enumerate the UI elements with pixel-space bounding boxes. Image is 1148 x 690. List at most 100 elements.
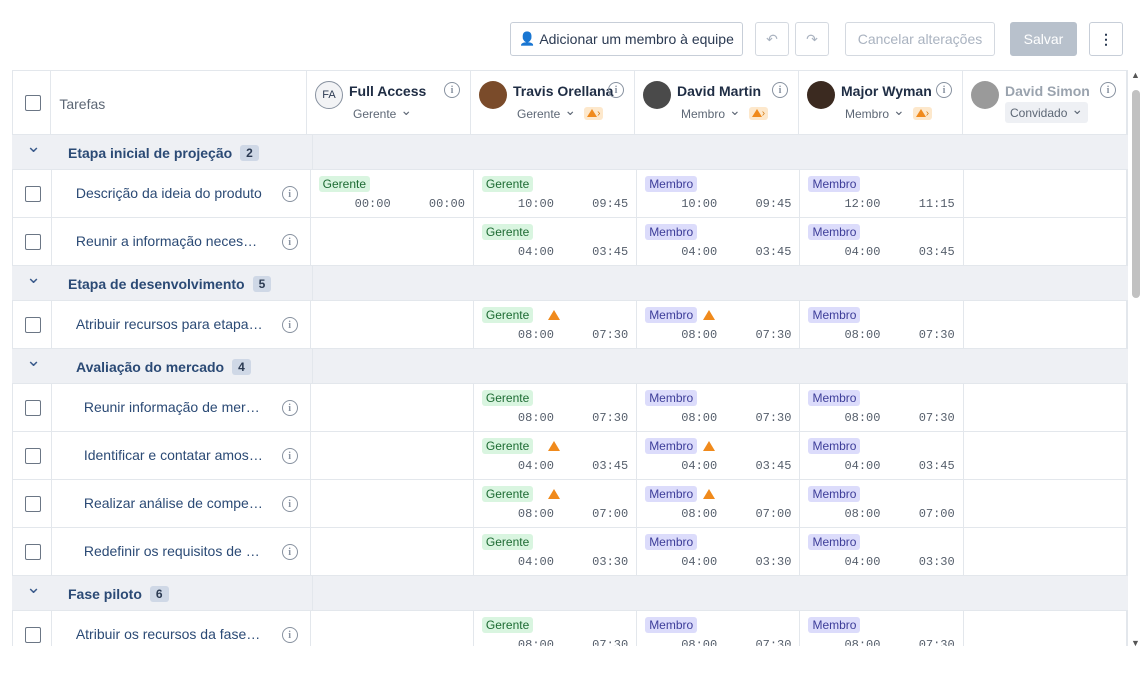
- assignment-cell[interactable]: Membro 08:00 07:30: [637, 611, 801, 646]
- task-checkbox[interactable]: [25, 399, 41, 416]
- assignment-cell[interactable]: [964, 218, 1127, 265]
- task-checkbox[interactable]: [25, 316, 41, 333]
- member-role-select[interactable]: Membro ⌄ ›: [681, 102, 769, 122]
- assignment-cell[interactable]: Gerente 04:00 03:45: [474, 432, 638, 479]
- chevron-down-icon[interactable]: ⌄: [26, 577, 42, 597]
- task-name[interactable]: Atribuir os recursos da fase p...: [75, 626, 264, 642]
- task-name[interactable]: Descrição da ideia do produto: [75, 185, 262, 201]
- task-row[interactable]: Identificar e contatar amost... i Gerente 0…: [12, 432, 1128, 480]
- task-group-row[interactable]: ⌄ Fase piloto 6: [12, 576, 1128, 611]
- assignment-cell[interactable]: [964, 170, 1127, 217]
- assignment-cell[interactable]: Membro 08:00 07:00: [637, 480, 801, 527]
- more-options-button[interactable]: ⋮: [1089, 22, 1123, 56]
- assignment-cell[interactable]: Gerente 08:00 07:30: [474, 611, 638, 646]
- info-icon[interactable]: i: [772, 82, 788, 98]
- warning-badge[interactable]: ›: [912, 107, 933, 120]
- chevron-down-icon[interactable]: ⌄: [26, 136, 42, 156]
- task-row[interactable]: Reunir informação de merc... i Gerente 08:0…: [12, 384, 1128, 432]
- task-row[interactable]: Atribuir os recursos da fase p... i Gerent…: [12, 611, 1128, 646]
- assignment-cell[interactable]: Membro 04:00 03:30: [637, 528, 801, 575]
- warning-badge[interactable]: ›: [748, 107, 769, 120]
- assignment-cell[interactable]: Membro 08:00 07:00: [800, 480, 964, 527]
- task-checkbox[interactable]: [25, 447, 41, 464]
- info-icon[interactable]: i: [281, 186, 298, 202]
- info-icon[interactable]: i: [281, 544, 298, 560]
- assignment-cell[interactable]: [311, 611, 474, 646]
- assignment-cell[interactable]: [311, 384, 474, 431]
- task-name[interactable]: Reunir a informação necessá...: [75, 233, 264, 249]
- info-icon[interactable]: i: [281, 400, 298, 416]
- info-icon[interactable]: i: [608, 82, 624, 98]
- assignment-cell[interactable]: Membro 04:00 03:45: [637, 218, 801, 265]
- assignment-cell[interactable]: Gerente 08:00 07:30: [474, 301, 638, 348]
- info-icon[interactable]: i: [281, 496, 298, 512]
- assignment-cell[interactable]: Gerente 04:00 03:30: [474, 528, 638, 575]
- chevron-down-icon[interactable]: ⌄: [26, 350, 42, 370]
- task-row[interactable]: Descrição da ideia do produto i Gerente 00:…: [12, 170, 1128, 218]
- assignment-cell[interactable]: Gerente 04:00 03:45: [474, 218, 638, 265]
- info-icon[interactable]: i: [281, 234, 298, 250]
- chevron-down-icon[interactable]: ⌄: [26, 267, 42, 287]
- task-name[interactable]: Realizar análise de competi...: [83, 495, 264, 511]
- assignment-cell[interactable]: Gerente 08:00 07:00: [474, 480, 638, 527]
- task-group-row[interactable]: ⌄ Etapa de desenvolvimento 5: [12, 266, 1128, 301]
- assignment-cell[interactable]: Membro 08:00 07:30: [637, 301, 801, 348]
- warning-badge[interactable]: ›: [584, 107, 604, 120]
- info-icon[interactable]: i: [281, 627, 298, 643]
- task-checkbox[interactable]: [25, 543, 41, 560]
- assignment-cell[interactable]: [964, 528, 1127, 575]
- assignment-cell[interactable]: Membro 08:00 07:30: [800, 301, 964, 348]
- cancel-changes-button[interactable]: Cancelar alterações: [845, 22, 995, 56]
- member-role-select[interactable]: Gerente ⌄ ›: [517, 102, 604, 122]
- assignment-cell[interactable]: [311, 301, 474, 348]
- task-name[interactable]: Reunir informação de merc...: [83, 399, 264, 415]
- member-role-select[interactable]: Gerente ⌄: [353, 102, 413, 121]
- task-row[interactable]: Atribuir recursos para etapa ... i Gerente…: [12, 301, 1128, 349]
- task-row[interactable]: Redefinir os requisitos de pr... i Gerente…: [12, 528, 1128, 576]
- assignment-cell[interactable]: [964, 384, 1127, 431]
- assignment-cell[interactable]: Membro 04:00 03:45: [800, 432, 964, 479]
- info-icon[interactable]: i: [936, 82, 952, 98]
- member-role-select[interactable]: Convidado ⌄: [1005, 101, 1089, 123]
- task-group-row[interactable]: ⌄ Avaliação do mercado 4: [12, 349, 1128, 384]
- assignment-cell[interactable]: [964, 432, 1127, 479]
- task-checkbox[interactable]: [25, 233, 41, 250]
- task-checkbox[interactable]: [25, 495, 41, 512]
- assignment-cell[interactable]: [964, 611, 1127, 646]
- redo-button[interactable]: ↷: [795, 22, 829, 56]
- assignment-cell[interactable]: [311, 432, 474, 479]
- vertical-scrollbar[interactable]: ▲ ▼: [1130, 70, 1142, 648]
- assignment-cell[interactable]: [311, 528, 474, 575]
- assignment-cell[interactable]: [964, 301, 1127, 348]
- task-group-row[interactable]: ⌄ Etapa inicial de projeção 2: [12, 135, 1128, 170]
- task-row[interactable]: Realizar análise de competi... i Gerente 08…: [12, 480, 1128, 528]
- assignment-cell[interactable]: Membro 04:00 03:30: [800, 528, 964, 575]
- assignment-cell[interactable]: Membro 08:00 07:30: [800, 611, 964, 646]
- assignment-cell[interactable]: [311, 218, 474, 265]
- assignment-cell[interactable]: Membro 08:00 07:30: [637, 384, 801, 431]
- assignment-cell[interactable]: Gerente 00:00 00:00: [311, 170, 474, 217]
- info-icon[interactable]: i: [444, 82, 460, 98]
- scroll-down-icon[interactable]: ▼: [1131, 638, 1140, 648]
- assignment-cell[interactable]: Membro 12:00 11:15: [800, 170, 964, 217]
- assignment-cell[interactable]: Membro 08:00 07:30: [800, 384, 964, 431]
- assignment-cell[interactable]: Membro 04:00 03:45: [800, 218, 964, 265]
- task-row[interactable]: Reunir a informação necessá... i Gerente 04…: [12, 218, 1128, 266]
- task-checkbox[interactable]: [25, 626, 41, 643]
- member-role-select[interactable]: Membro ⌄ ›: [845, 102, 933, 122]
- add-member-button[interactable]: 👤 Adicionar um membro à equipe: [510, 22, 743, 56]
- task-checkbox[interactable]: [25, 185, 41, 202]
- assignment-cell[interactable]: [964, 480, 1127, 527]
- assignment-cell[interactable]: Gerente 10:00 09:45: [474, 170, 638, 217]
- info-icon[interactable]: i: [281, 448, 298, 464]
- info-icon[interactable]: i: [281, 317, 298, 333]
- assignment-cell[interactable]: Gerente 08:00 07:30: [474, 384, 638, 431]
- scroll-up-icon[interactable]: ▲: [1131, 70, 1140, 80]
- task-name[interactable]: Redefinir os requisitos de pr...: [83, 543, 264, 559]
- select-all-checkbox[interactable]: [25, 94, 41, 111]
- info-icon[interactable]: i: [1100, 82, 1116, 98]
- task-name[interactable]: Identificar e contatar amost...: [83, 447, 264, 463]
- assignment-cell[interactable]: Membro 04:00 03:45: [637, 432, 801, 479]
- assignment-cell[interactable]: Membro 10:00 09:45: [637, 170, 801, 217]
- task-name[interactable]: Atribuir recursos para etapa ...: [75, 316, 264, 332]
